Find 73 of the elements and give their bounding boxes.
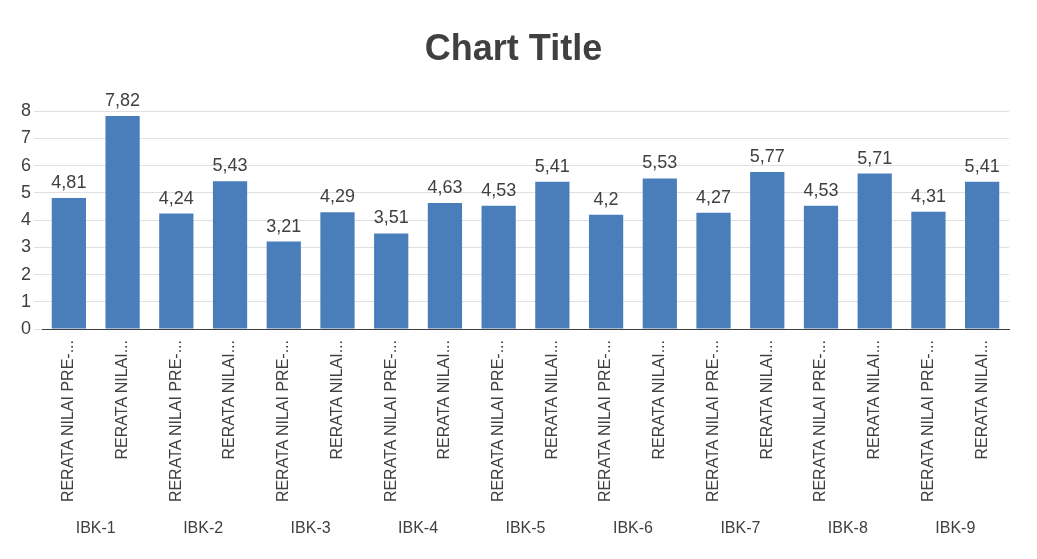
x-tick-label: RERATA NILAI... <box>650 340 668 460</box>
bar <box>374 233 409 329</box>
text: IBK-7 <box>720 519 761 537</box>
x-tick-label: RERATA NILAI PRE-... <box>274 340 292 503</box>
bar <box>212 181 248 329</box>
bar <box>266 241 301 329</box>
x-tick-label: RERATA NILAI PRE-... <box>811 340 829 503</box>
bar <box>750 171 785 329</box>
text: IBK-3 <box>290 519 331 537</box>
data-label: 4,27 <box>696 186 732 207</box>
x-tick-label: RERATA NILAI... <box>327 340 345 460</box>
text: IBK-2 <box>183 519 224 537</box>
x-tick-label: RERATA NILAI PRE-... <box>489 340 507 503</box>
x-tick-label: RERATA NILAI PRE-... <box>596 340 614 503</box>
bar <box>911 211 946 329</box>
text: IBK-9 <box>935 519 976 537</box>
data-label: 4,53 <box>481 179 517 200</box>
x-tick-label: RERATA NILAI PRE-... <box>918 340 936 503</box>
y-tick-label: 0 <box>21 317 32 338</box>
data-label: 5,77 <box>749 145 785 166</box>
y-tick-label: 1 <box>21 290 32 311</box>
data-label: 4,53 <box>803 179 839 200</box>
bar <box>965 181 1000 329</box>
y-tick-label: 3 <box>21 236 32 257</box>
data-label: 4,29 <box>319 186 355 207</box>
text: IBK-6 <box>612 519 654 537</box>
data-label: 4,2 <box>593 188 619 209</box>
x-tick-label: RERATA NILAI PRE-... <box>703 340 721 503</box>
data-label: 5,71 <box>857 147 893 168</box>
bar <box>427 202 463 329</box>
bar <box>588 214 624 329</box>
data-label: 5,43 <box>212 155 248 176</box>
x-tick-label: RERATA NILAI PRE-... <box>59 340 77 503</box>
data-label: 5,53 <box>642 152 678 173</box>
x-tick-label: RERATA NILAI... <box>972 340 990 460</box>
bar <box>105 116 140 329</box>
data-label: 7,82 <box>105 90 141 111</box>
x-tick-label: RERATA NILAI... <box>865 340 883 460</box>
y-tick-label: 8 <box>21 100 32 121</box>
bar <box>535 181 570 329</box>
bar <box>696 212 731 329</box>
text: IBK-8 <box>827 519 868 537</box>
data-label: 4,24 <box>158 187 194 208</box>
data-label: 3,51 <box>373 207 409 228</box>
x-tick-label: RERATA NILAI... <box>220 340 238 460</box>
chart-title: Chart Title <box>424 26 603 68</box>
x-tick-label: RERATA NILAI... <box>435 340 453 460</box>
data-label: 5,41 <box>534 155 570 176</box>
x-tick-label: RERATA NILAI PRE-... <box>381 340 399 503</box>
y-tick-label: 5 <box>21 181 32 202</box>
data-label: 5,41 <box>964 155 1000 176</box>
x-tick-label: RERATA NILAI PRE-... <box>166 340 184 503</box>
text: IBK-4 <box>398 519 439 537</box>
data-label: 4,63 <box>427 176 463 197</box>
x-tick-label: RERATA NILAI... <box>757 340 775 460</box>
bar <box>857 173 892 329</box>
data-label: 3,21 <box>266 215 302 236</box>
bar <box>642 178 677 329</box>
bar <box>320 212 355 329</box>
data-label: 4,81 <box>51 172 87 193</box>
text: IBK-5 <box>505 519 546 537</box>
y-tick-label: 6 <box>21 154 32 175</box>
data-label: 4,31 <box>910 185 946 206</box>
y-tick-label: 2 <box>21 263 32 284</box>
bar <box>159 213 194 329</box>
x-tick-label: RERATA NILAI... <box>542 340 560 460</box>
text: IBK-1 <box>75 519 116 537</box>
bar <box>481 205 516 329</box>
bar <box>803 205 839 329</box>
y-tick-label: 7 <box>21 127 32 148</box>
bar <box>51 198 86 329</box>
x-tick-label: RERATA NILAI... <box>113 340 130 460</box>
y-tick-label: 4 <box>21 209 32 230</box>
